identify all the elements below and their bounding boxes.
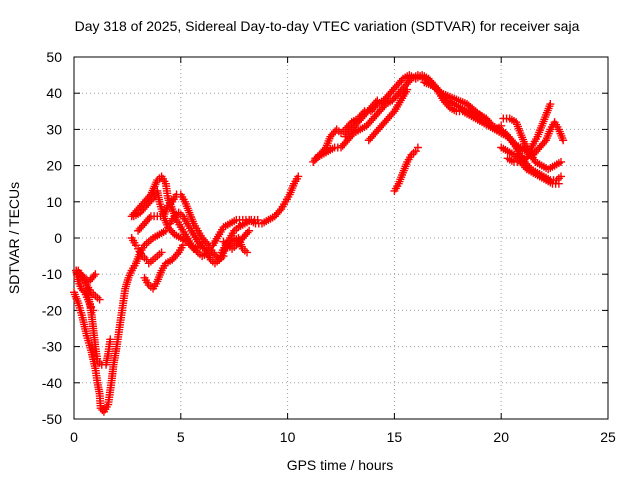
x-tick-label: 25 [600,429,616,445]
data-point [373,96,382,105]
y-tick-label: 30 [46,121,62,137]
x-tick-label: 0 [70,429,78,445]
y-tick-label: 40 [46,85,62,101]
data-point [173,250,182,259]
x-tick-label: 10 [280,429,296,445]
data-point [253,215,262,224]
data-point [554,179,563,188]
data-point [91,270,100,279]
data-point [559,136,568,145]
chart-title: Day 318 of 2025, Sidereal Day-to-day VTE… [75,18,580,34]
data-point [145,214,154,223]
data-point [95,295,104,304]
y-tick-label: 50 [46,49,62,65]
y-tick-label: 0 [54,230,62,246]
y-tick-label: -30 [42,339,62,355]
x-tick-label: 5 [177,429,185,445]
data-point [546,100,555,109]
data-point [294,172,303,181]
data-point [557,172,566,181]
data-point [557,157,566,166]
data-point [89,272,98,281]
y-tick-label: -50 [42,411,62,427]
data-point [106,335,115,344]
data-point [403,85,412,94]
axis-ticks [73,56,609,420]
x-tick-labels: 0 5 10 15 20 25 [70,429,616,445]
y-tick-label: 20 [46,158,62,174]
y-tick-label: -20 [42,302,62,318]
data-point [413,143,422,152]
data-point [245,226,254,235]
y-tick-label: -10 [42,266,62,282]
y-tick-label: -40 [42,375,62,391]
data-point [243,228,252,237]
data-point [275,206,284,215]
data-points [70,71,568,416]
data-point [371,98,380,107]
x-axis-label: GPS time / hours [287,457,394,473]
y-tick-labels: -50 -40 -30 -20 -10 0 10 20 30 40 50 [42,49,62,427]
y-axis-label: SDTVAR / TECUs [6,182,22,294]
x-tick-label: 15 [387,429,403,445]
data-point [157,248,166,257]
data-point [243,248,252,257]
x-tick-label: 20 [493,429,509,445]
data-point [497,121,506,130]
data-point [202,239,211,248]
data-point [147,195,156,204]
y-tick-label: 10 [46,194,62,210]
